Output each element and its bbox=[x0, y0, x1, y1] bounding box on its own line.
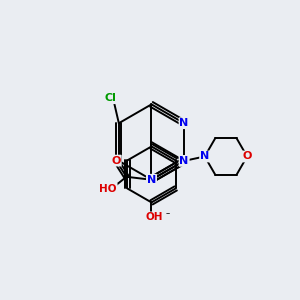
Text: N: N bbox=[179, 156, 189, 166]
Text: N: N bbox=[179, 118, 189, 128]
Text: O: O bbox=[112, 156, 121, 166]
Text: Cl: Cl bbox=[104, 93, 116, 103]
Text: N: N bbox=[147, 175, 156, 185]
Text: OH: OH bbox=[146, 212, 163, 222]
Text: N: N bbox=[200, 152, 209, 161]
Text: O: O bbox=[242, 152, 252, 161]
Text: HO: HO bbox=[99, 184, 117, 194]
Text: –: – bbox=[166, 209, 170, 218]
